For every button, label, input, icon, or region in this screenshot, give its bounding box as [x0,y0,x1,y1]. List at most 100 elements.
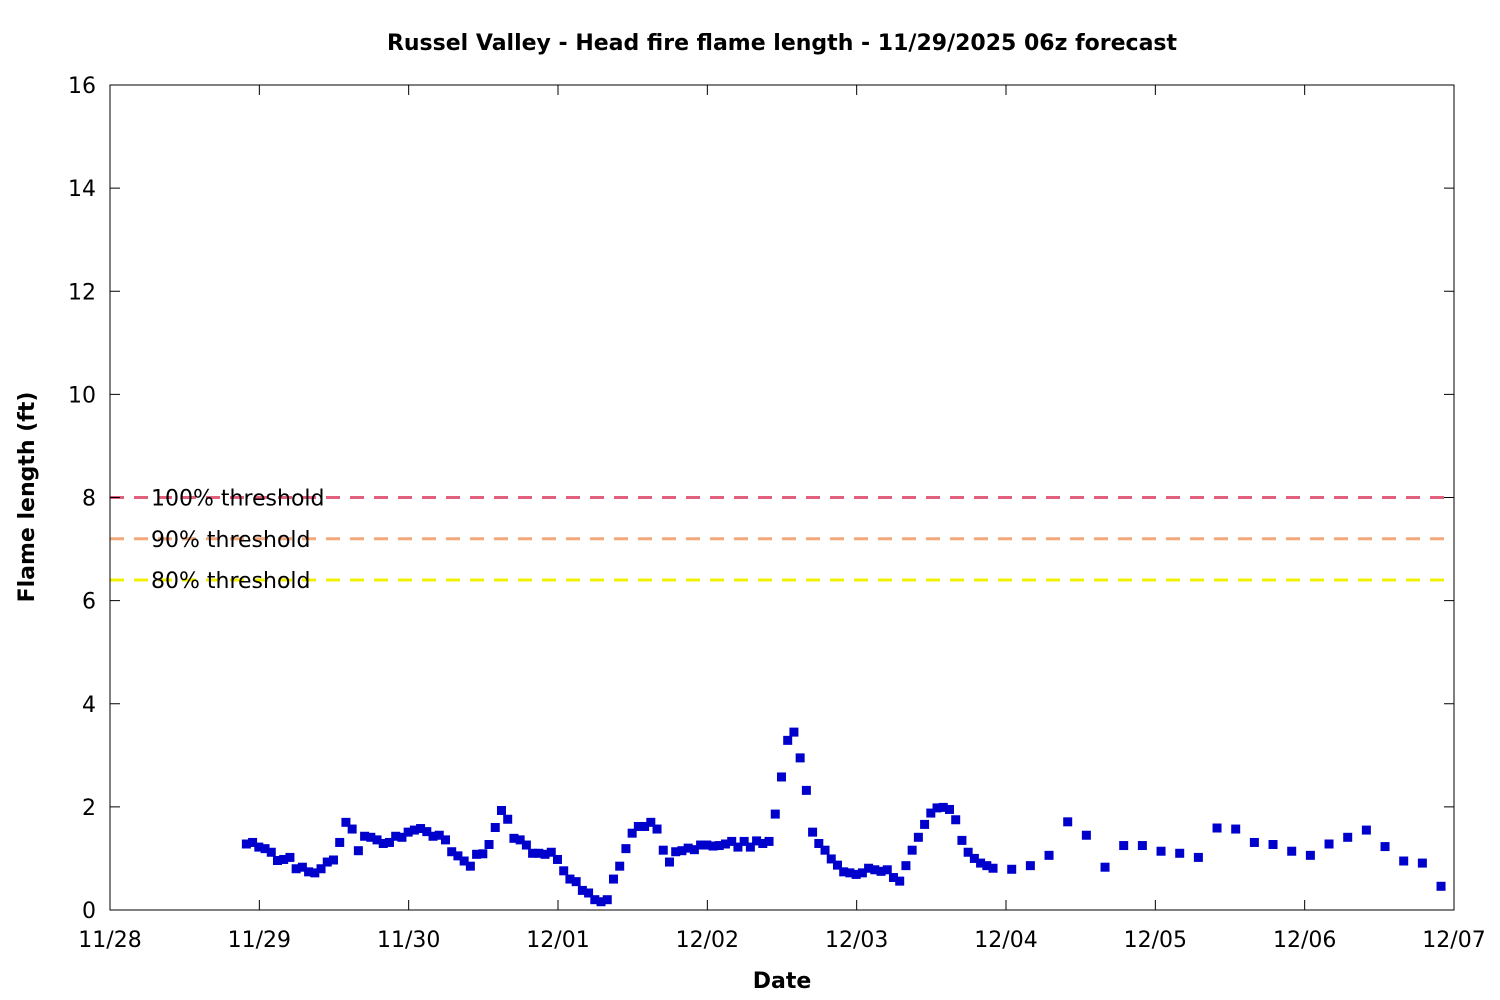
x-tick-label: 12/01 [526,928,589,953]
data-point [428,831,438,841]
data-point [1156,846,1166,856]
y-tick-label: 2 [82,796,96,821]
data-point [285,852,295,862]
data-point [440,835,450,845]
data-point [341,817,351,827]
data-point [820,845,830,855]
threshold-lines [110,496,1454,582]
data-point [963,847,973,857]
chart-title: Russel Valley - Head fire flame length -… [387,31,1178,56]
data-point [403,827,413,837]
data-point [447,847,457,857]
x-tick-label: 11/28 [78,928,141,953]
data-point [266,847,276,857]
data-point [696,840,706,850]
data-point [372,835,382,845]
data-point [528,848,538,858]
data-point [689,845,699,855]
data-point [596,897,606,907]
y-axis-title: Flame length (ft) [15,392,40,603]
data-point [1361,825,1371,835]
data-point [434,830,444,840]
data-point [926,808,936,818]
data-point [633,821,643,831]
data-point [627,828,637,838]
threshold-label: 80% threshold [151,569,311,594]
y-tick-label: 12 [68,280,96,305]
data-point [316,864,326,874]
data-point [397,832,407,842]
plot-frame [109,84,1455,911]
data-point [932,803,942,813]
data-point [664,857,674,867]
data-point [608,874,618,884]
data-point [384,837,394,847]
y-tick-label: 4 [82,693,96,718]
data-point [976,858,986,868]
y-tick-label: 14 [68,177,96,202]
data-point [496,805,506,815]
data-point [472,849,482,859]
data-point [615,861,625,871]
x-tick-label: 12/02 [676,928,739,953]
data-point [521,840,531,850]
data-point [739,836,749,846]
data-point [304,867,314,877]
data-point [416,824,426,834]
data-point [783,735,793,745]
data-point [453,851,463,861]
data-point [907,845,917,855]
data-point [1100,862,1110,872]
data-point [490,823,500,832]
data-point [577,885,587,895]
data-point [870,865,880,875]
data-point [776,772,786,782]
data-point [752,836,762,846]
data-point [888,873,898,883]
data-point [552,854,562,864]
data-points [241,727,1446,907]
data-point [248,837,258,847]
data-point [484,840,494,850]
data-point [982,861,992,871]
data-point [260,844,270,854]
data-point [770,809,780,819]
y-tick-label: 0 [82,899,96,924]
data-point [241,839,251,849]
y-tick-label: 16 [68,74,96,99]
y-tick-label: 6 [82,590,96,615]
data-point [646,817,656,827]
data-point [534,848,544,858]
data-point [795,753,805,763]
data-point [584,888,594,898]
data-point [565,874,575,884]
data-point [845,868,855,878]
data-point [758,838,768,848]
data-point [540,849,550,859]
data-point [1025,861,1035,871]
data-point [409,825,419,835]
x-tick-label: 11/29 [228,928,291,953]
data-point [1044,850,1054,860]
data-point [272,856,282,865]
data-point [808,827,818,837]
x-tick-label: 12/03 [825,928,888,953]
data-point [957,835,967,845]
data-point [851,869,861,879]
data-point [944,804,954,814]
data-point [1175,848,1185,858]
data-point [745,842,755,852]
axis-tick-labels: 0 2 4 6 8 10 12 14 16 11/28 11/29 11/30 12/01 12/02 12… [68,74,1486,953]
data-point [378,838,388,848]
data-point [366,832,376,842]
data-point [864,863,874,873]
data-point [310,868,320,878]
data-point [571,877,581,887]
data-point [1305,850,1315,860]
data-point [832,860,842,870]
data-point [509,833,519,843]
data-point [360,831,370,841]
data-point [826,854,836,864]
